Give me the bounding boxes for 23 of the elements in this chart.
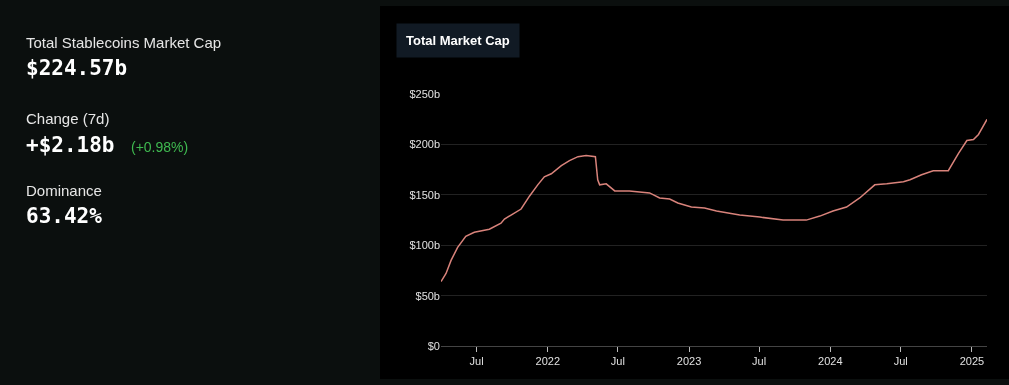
x-tick-label: 2022 [535, 355, 561, 368]
x-tick-label: Jul [752, 355, 767, 368]
y-tick-label: $150b [409, 188, 440, 201]
x-tick-label: Jul [893, 355, 908, 368]
text: +$2.18b [26, 133, 115, 157]
y-tick-label: $0 [427, 339, 440, 352]
x-tick-label: 2023 [676, 355, 702, 368]
y-tick-label: $250b [409, 88, 440, 101]
line-series [441, 118, 987, 283]
x-tick-label: Jul [469, 355, 484, 368]
y-tick-label: $50b [415, 289, 440, 302]
y-tick-label: $200b [409, 138, 440, 151]
text: Total Stablecoins Market Cap [26, 34, 222, 51]
x-tick-label: 2025 [959, 355, 985, 368]
x-tick-label: Jul [610, 355, 625, 368]
chart-title: Total Market Cap [406, 33, 510, 48]
text: $224.57b [26, 56, 128, 80]
text: (+0.98%) [131, 139, 189, 155]
text: Dominance [26, 182, 102, 199]
x-tick-label: 2024 [818, 355, 843, 368]
y-tick-label: $100b [409, 239, 440, 252]
text: 63.42% [26, 204, 103, 228]
text: Change (7d) [26, 110, 110, 127]
